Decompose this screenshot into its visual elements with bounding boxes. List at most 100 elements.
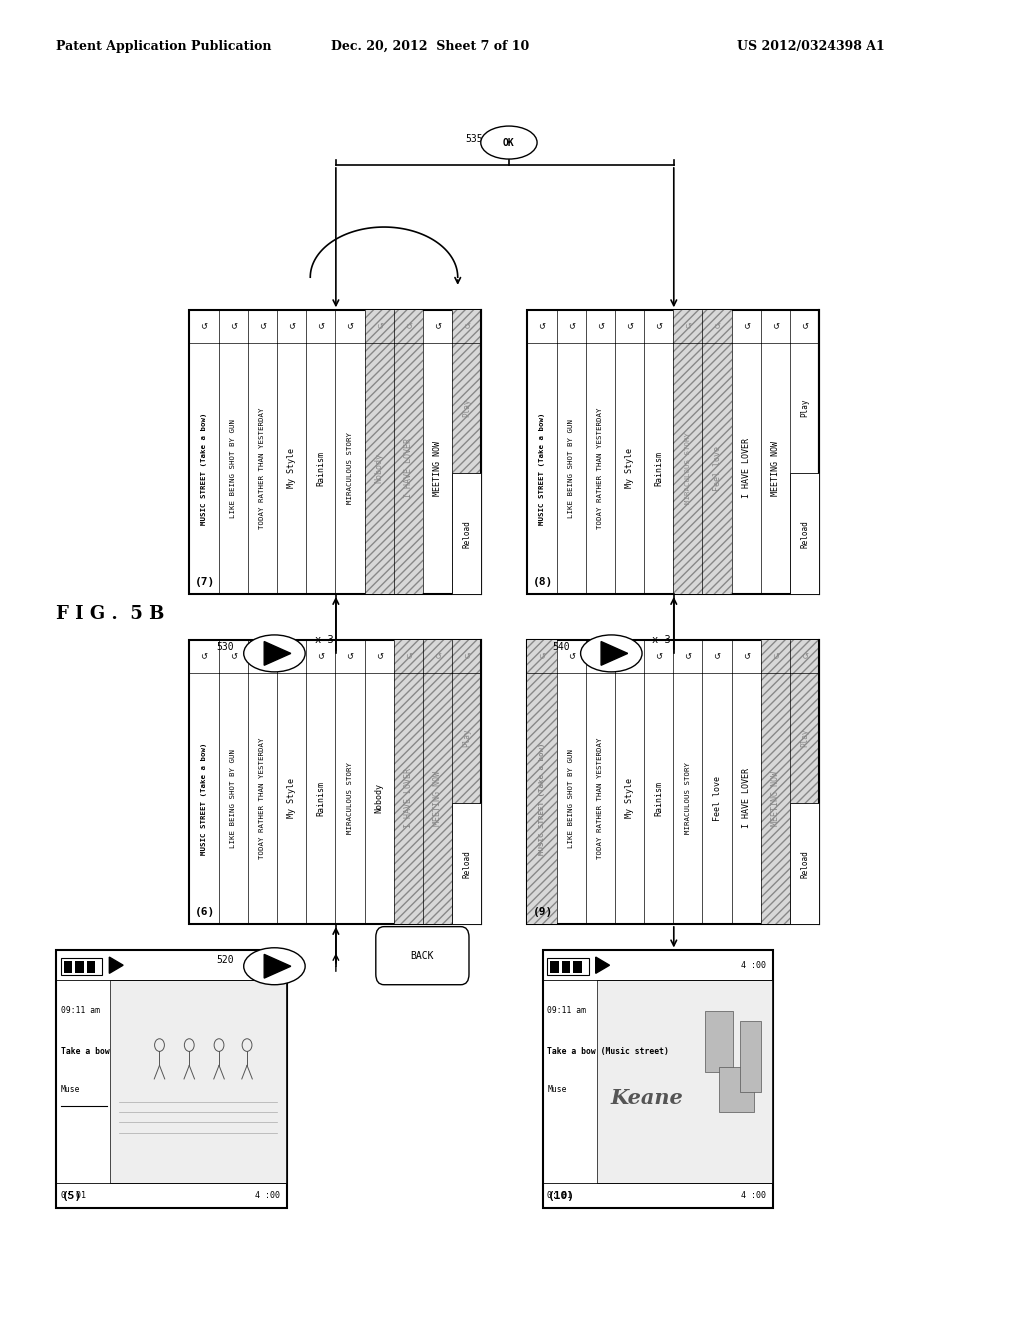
Bar (452, 804, 481, 924)
Bar (720, 1068, 755, 1113)
Bar (761, 640, 791, 924)
Text: LIKE BEING SHOT BY GUN: LIKE BEING SHOT BY GUN (568, 748, 574, 847)
Text: x 3: x 3 (315, 635, 334, 645)
Text: ↺: ↺ (597, 652, 604, 661)
Text: TODAY RATHER THAN YESTERDAY: TODAY RATHER THAN YESTERDAY (259, 738, 265, 859)
Text: I HAVE LOVER: I HAVE LOVER (403, 768, 413, 829)
Bar (573, 961, 582, 973)
Bar (365, 310, 393, 594)
Text: OK: OK (503, 137, 515, 148)
Text: 535: 535 (466, 133, 483, 144)
Text: MUSIC STREET (Take a bow): MUSIC STREET (Take a bow) (539, 412, 545, 524)
Text: 520: 520 (216, 954, 233, 965)
Text: Rainism: Rainism (316, 451, 326, 486)
Bar (740, 1020, 762, 1092)
Text: My Style: My Style (287, 449, 296, 488)
Text: ↺: ↺ (684, 652, 691, 661)
Text: Take a bow (Music street): Take a bow (Music street) (547, 1047, 670, 1056)
Text: ↺: ↺ (229, 322, 237, 331)
Text: (5): (5) (61, 1191, 82, 1201)
Text: Reload: Reload (462, 520, 471, 548)
Text: ↺: ↺ (539, 322, 546, 331)
Bar (674, 310, 702, 594)
Bar (61, 958, 102, 974)
Text: Feel love: Feel love (713, 776, 722, 821)
Bar (393, 640, 423, 924)
Bar (791, 804, 819, 924)
Text: MIRACULOUS STORY: MIRACULOUS STORY (685, 433, 691, 504)
Bar (550, 961, 558, 973)
Text: ↺: ↺ (201, 652, 208, 661)
Text: (9): (9) (532, 907, 553, 917)
Text: MUSIC STREET (Take a bow): MUSIC STREET (Take a bow) (201, 742, 207, 854)
Text: ↺: ↺ (404, 322, 412, 331)
Text: ↺: ↺ (434, 652, 441, 661)
Bar (76, 961, 84, 973)
Bar (527, 640, 819, 924)
Text: ↺: ↺ (346, 322, 353, 331)
Text: ↺: ↺ (597, 322, 604, 331)
Text: ↺: ↺ (655, 652, 663, 661)
Bar (527, 640, 557, 924)
Text: 4 :00: 4 :00 (741, 961, 766, 970)
Bar (452, 640, 481, 924)
Text: 0: 01: 0: 01 (547, 1191, 572, 1200)
Bar (791, 474, 819, 594)
Text: ↺: ↺ (288, 322, 295, 331)
Text: ↺: ↺ (567, 322, 574, 331)
Bar (702, 310, 731, 594)
Text: MIRACULOUS STORY: MIRACULOUS STORY (347, 433, 353, 504)
Text: Take a bow: Take a bow (61, 1047, 110, 1056)
Text: Nobody: Nobody (375, 783, 384, 813)
Text: My Style: My Style (625, 779, 634, 818)
Text: ↺: ↺ (346, 652, 353, 661)
Text: MIRACULOUS STORY: MIRACULOUS STORY (347, 763, 353, 834)
Bar (56, 950, 287, 1208)
Text: Play: Play (800, 729, 809, 747)
Text: Patent Application Publication: Patent Application Publication (56, 40, 271, 53)
Text: ↺: ↺ (317, 652, 325, 661)
Text: Reload: Reload (800, 520, 809, 548)
Bar (452, 310, 481, 594)
Text: MEETING NOW: MEETING NOW (433, 441, 442, 496)
Text: ↺: ↺ (288, 652, 295, 661)
Text: 09:11 am: 09:11 am (547, 1006, 587, 1015)
Text: ↺: ↺ (539, 652, 546, 661)
Text: I HAVE LOVER: I HAVE LOVER (741, 438, 751, 499)
Text: ↺: ↺ (801, 652, 808, 661)
Text: ↺: ↺ (626, 322, 633, 331)
Text: LIKE BEING SHOT BY GUN: LIKE BEING SHOT BY GUN (568, 418, 574, 517)
Text: Nobody: Nobody (375, 453, 384, 483)
Text: LIKE BEING SHOT BY GUN: LIKE BEING SHOT BY GUN (230, 748, 237, 847)
Text: ↺: ↺ (626, 652, 633, 661)
Text: Feel love: Feel love (713, 446, 722, 491)
Text: Dec. 20, 2012  Sheet 7 of 10: Dec. 20, 2012 Sheet 7 of 10 (331, 40, 529, 53)
Bar (597, 979, 772, 1183)
Text: Muse: Muse (61, 1085, 81, 1094)
Bar (63, 961, 72, 973)
Text: US 2012/0324398 A1: US 2012/0324398 A1 (737, 40, 885, 53)
Text: MEETING NOW: MEETING NOW (771, 441, 780, 496)
Ellipse shape (581, 635, 642, 672)
Text: ↺: ↺ (742, 322, 750, 331)
Text: Play: Play (462, 399, 471, 417)
Text: Play: Play (800, 399, 809, 417)
Bar (527, 310, 819, 594)
Bar (791, 640, 819, 924)
Text: ↺: ↺ (772, 652, 779, 661)
Text: ↺: ↺ (404, 652, 412, 661)
Text: (7): (7) (195, 577, 215, 587)
Polygon shape (110, 957, 123, 973)
Text: MEETING NOW: MEETING NOW (433, 771, 442, 826)
Text: Rainism: Rainism (316, 781, 326, 816)
Text: LIKE BEING SHOT BY GUN: LIKE BEING SHOT BY GUN (230, 418, 237, 517)
Bar (189, 640, 481, 924)
Text: 0: 01: 0: 01 (61, 1191, 86, 1200)
Bar (706, 1011, 733, 1072)
Polygon shape (264, 954, 291, 978)
Text: ↺: ↺ (655, 322, 663, 331)
Ellipse shape (244, 948, 305, 985)
Text: (6): (6) (195, 907, 215, 917)
Text: Keane: Keane (611, 1088, 684, 1107)
Text: ↺: ↺ (317, 322, 325, 331)
